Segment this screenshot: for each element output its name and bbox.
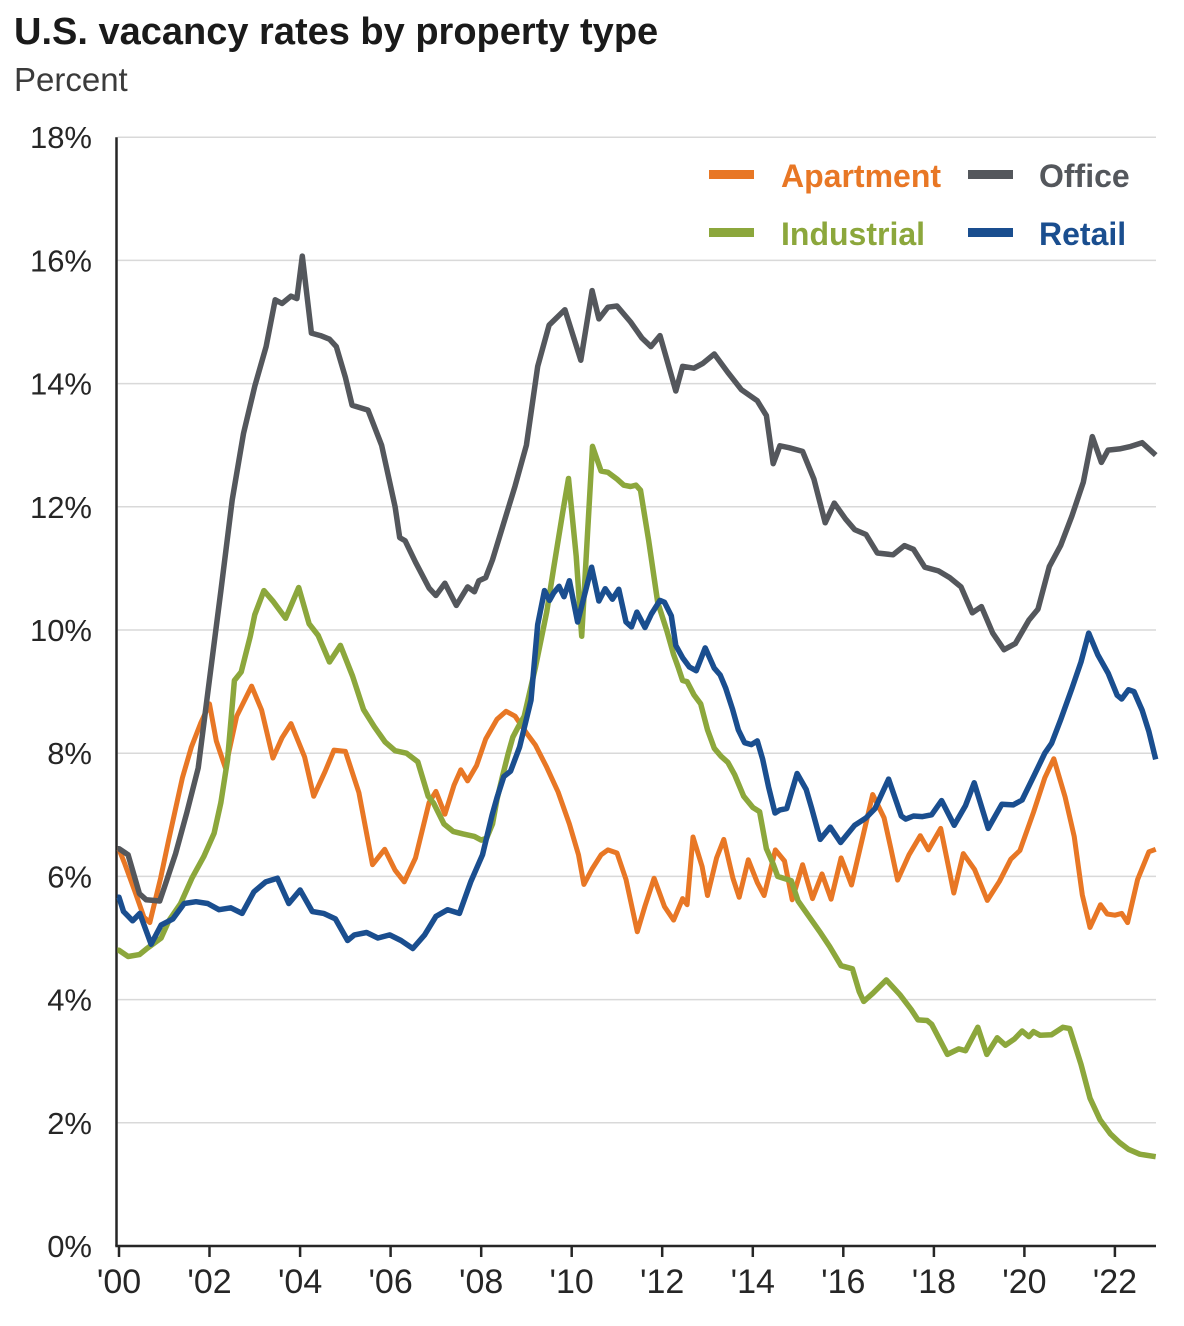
svg-text:'02: '02 bbox=[187, 1263, 231, 1301]
svg-text:'00: '00 bbox=[97, 1263, 141, 1301]
svg-text:4%: 4% bbox=[47, 983, 92, 1018]
svg-text:Retail: Retail bbox=[1039, 216, 1126, 252]
svg-text:6%: 6% bbox=[47, 859, 92, 894]
svg-text:10%: 10% bbox=[30, 613, 92, 648]
svg-text:'18: '18 bbox=[912, 1263, 956, 1301]
svg-text:'16: '16 bbox=[821, 1263, 865, 1301]
svg-text:'10: '10 bbox=[550, 1263, 594, 1301]
svg-text:Percent: Percent bbox=[14, 61, 128, 98]
svg-text:14%: 14% bbox=[30, 367, 92, 402]
svg-text:2%: 2% bbox=[47, 1106, 92, 1141]
svg-text:'12: '12 bbox=[640, 1263, 684, 1301]
svg-text:18%: 18% bbox=[30, 120, 92, 155]
svg-text:12%: 12% bbox=[30, 490, 92, 525]
svg-text:'06: '06 bbox=[368, 1263, 412, 1301]
svg-text:'20: '20 bbox=[1002, 1263, 1046, 1301]
svg-text:'22: '22 bbox=[1093, 1263, 1137, 1301]
svg-text:'08: '08 bbox=[459, 1263, 503, 1301]
svg-text:8%: 8% bbox=[47, 736, 92, 771]
svg-text:'04: '04 bbox=[278, 1263, 322, 1301]
svg-text:16%: 16% bbox=[30, 243, 92, 278]
svg-text:U.S. vacancy rates by property: U.S. vacancy rates by property type bbox=[14, 11, 658, 53]
svg-text:'14: '14 bbox=[731, 1263, 775, 1301]
svg-text:0%: 0% bbox=[47, 1229, 92, 1264]
svg-text:Office: Office bbox=[1039, 158, 1130, 194]
svg-text:Apartment: Apartment bbox=[781, 158, 941, 194]
svg-text:Industrial: Industrial bbox=[781, 216, 925, 252]
